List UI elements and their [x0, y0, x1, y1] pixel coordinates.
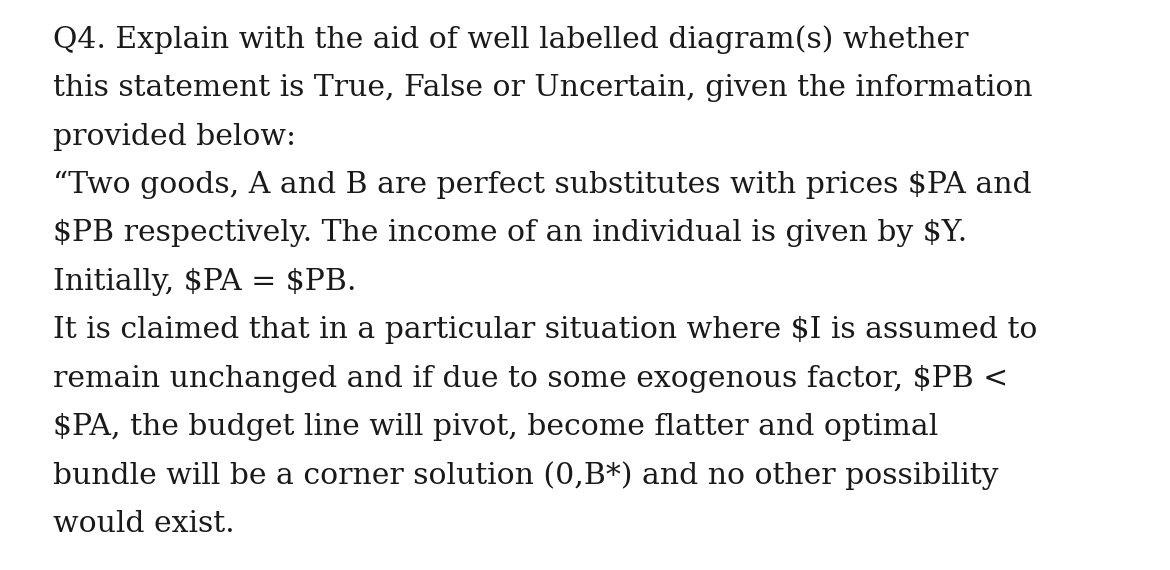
Text: this statement is True, False or Uncertain, given the information: this statement is True, False or Uncerta…: [53, 74, 1032, 102]
Text: \$PB respectively. The income of an individual is given by \$Y.: \$PB respectively. The income of an indi…: [53, 219, 966, 247]
Text: would exist.: would exist.: [53, 510, 234, 538]
Text: It is claimed that in a particular situation where \$I is assumed to: It is claimed that in a particular situa…: [53, 316, 1037, 344]
Text: Initially, \$PA = \$PB.: Initially, \$PA = \$PB.: [53, 268, 356, 296]
Text: provided below:: provided below:: [53, 123, 296, 150]
Text: remain unchanged and if due to some exogenous factor, \$PB <: remain unchanged and if due to some exog…: [53, 365, 1007, 393]
Text: “Two goods, A and B are perfect substitutes with prices \$PA and: “Two goods, A and B are perfect substitu…: [53, 171, 1031, 200]
Text: bundle will be a corner solution (0,B*) and no other possibility: bundle will be a corner solution (0,B*) …: [53, 462, 998, 491]
Text: Q4. Explain with the aid of well labelled diagram(s) whether: Q4. Explain with the aid of well labelle…: [53, 26, 968, 55]
Text: \$PA, the budget line will pivot, become flatter and optimal: \$PA, the budget line will pivot, become…: [53, 413, 938, 441]
